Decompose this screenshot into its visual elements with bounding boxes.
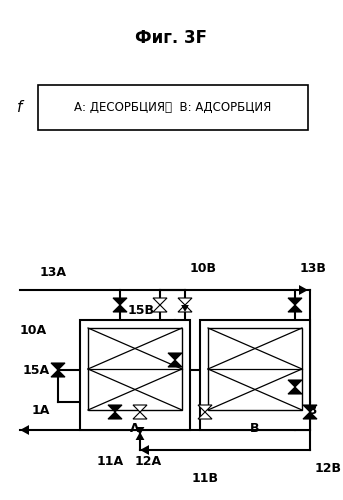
Polygon shape — [303, 412, 317, 419]
Text: Фиг. 3F: Фиг. 3F — [135, 29, 207, 47]
Polygon shape — [288, 305, 302, 312]
Bar — [80, 320, 190, 430]
Polygon shape — [140, 445, 149, 455]
Polygon shape — [198, 405, 212, 412]
Polygon shape — [108, 405, 122, 412]
Polygon shape — [168, 353, 182, 360]
Text: 15A: 15A — [23, 364, 50, 376]
Polygon shape — [198, 412, 212, 419]
Text: 11A: 11A — [96, 455, 123, 468]
Polygon shape — [153, 298, 167, 305]
Text: 15B: 15B — [128, 304, 155, 316]
Polygon shape — [113, 298, 127, 305]
Text: 13B: 13B — [300, 262, 327, 274]
Polygon shape — [288, 380, 302, 387]
Polygon shape — [181, 305, 189, 312]
Polygon shape — [51, 363, 65, 370]
Polygon shape — [135, 427, 144, 435]
Polygon shape — [288, 298, 302, 305]
Text: 10A: 10A — [20, 324, 47, 336]
Polygon shape — [178, 298, 192, 305]
Polygon shape — [133, 412, 147, 419]
Bar — [88, 328, 182, 410]
Polygon shape — [20, 425, 29, 435]
Bar — [38, 85, 308, 130]
Polygon shape — [288, 387, 302, 394]
Text: 13A: 13A — [40, 266, 67, 278]
Text: А: ДЕСОРБЦИЯ、  В: АДСОРБЦИЯ: А: ДЕСОРБЦИЯ、 В: АДСОРБЦИЯ — [74, 101, 272, 114]
Text: 12B: 12B — [315, 462, 342, 475]
Polygon shape — [299, 285, 308, 295]
Text: 10B: 10B — [190, 262, 217, 274]
Polygon shape — [303, 405, 317, 412]
Polygon shape — [153, 305, 167, 312]
Text: 11B: 11B — [191, 472, 218, 485]
Bar — [200, 320, 310, 430]
Polygon shape — [108, 412, 122, 419]
Text: A: A — [130, 422, 140, 435]
Bar — [208, 328, 302, 410]
Polygon shape — [133, 405, 147, 412]
Polygon shape — [51, 370, 65, 377]
Polygon shape — [168, 360, 182, 367]
Text: f: f — [17, 100, 23, 115]
Text: 8: 8 — [300, 374, 309, 386]
Text: B: B — [250, 422, 260, 435]
Polygon shape — [178, 305, 192, 312]
Text: 12A: 12A — [134, 455, 162, 468]
Text: 1B: 1B — [300, 404, 318, 416]
Text: 1A: 1A — [32, 404, 50, 416]
Polygon shape — [135, 432, 144, 440]
Polygon shape — [113, 305, 127, 312]
